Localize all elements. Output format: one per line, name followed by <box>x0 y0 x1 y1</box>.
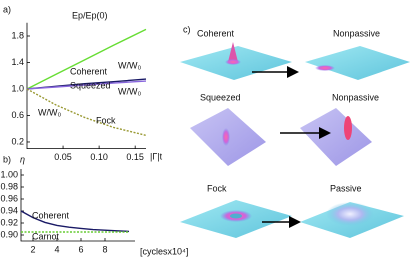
surface <box>300 108 372 166</box>
state-label: Nonpassive <box>333 28 380 38</box>
y-tick-label: 0.96 <box>0 193 18 203</box>
state-label: Passive <box>330 183 362 193</box>
x-tick-label: 6 <box>78 244 83 254</box>
series-label: Coherent <box>32 210 70 220</box>
panel-label: b) <box>3 154 11 164</box>
series-label: Fock <box>96 115 116 125</box>
y-tick-label: 0.6 <box>11 110 24 120</box>
y-tick-label: 1.00 <box>0 169 18 179</box>
axes <box>26 22 146 149</box>
peak-base <box>225 59 241 65</box>
panel-label: c) <box>183 24 191 34</box>
annotation: W/W₀ <box>118 86 141 96</box>
y-tick-label: 0.98 <box>0 181 18 191</box>
series-label: Squeezed <box>70 80 111 90</box>
y-tick-label: 1.8 <box>11 30 24 40</box>
axes <box>20 169 135 242</box>
x-tick-label: 8 <box>102 244 107 254</box>
peak <box>228 42 238 62</box>
x-tick-label: 0.10 <box>90 152 108 162</box>
y-tick-label: 0.92 <box>0 217 18 227</box>
state-label: Coherent <box>197 28 235 38</box>
ring-center <box>230 213 242 219</box>
series-label: Coherent <box>70 66 108 76</box>
panel-c-illustrations <box>180 42 410 238</box>
x-tick-label: 4 <box>54 244 59 254</box>
x-tick-label: 0.05 <box>54 152 72 162</box>
peak-base <box>315 65 335 71</box>
y-tick-label: 1.0 <box>11 83 24 93</box>
y-tick-label: 0.2 <box>11 136 24 146</box>
peak <box>344 116 352 140</box>
x-axis-label: |Γ|t <box>150 151 163 161</box>
y-axis-label: η <box>20 154 25 164</box>
series-line <box>26 88 147 137</box>
annotation: W/W₀ <box>38 107 61 117</box>
spread <box>326 202 374 226</box>
series-label: Ep/Ep(0) <box>72 10 108 20</box>
y-tick-label: 1.4 <box>11 57 24 67</box>
x-tick-label: 0.15 <box>126 152 144 162</box>
series-line <box>26 80 147 90</box>
state-label: Nonpassive <box>332 92 379 102</box>
panel-label: a) <box>3 4 11 14</box>
y-tick-label: 0.90 <box>0 229 18 239</box>
series-line <box>26 28 147 90</box>
series-line <box>20 210 130 233</box>
x-axis-label: [cyclesx10⁴] <box>140 246 188 256</box>
annotation: W/W₀ <box>118 60 141 70</box>
state-label: Fock <box>207 183 227 193</box>
state-label: Squeezed <box>200 92 241 102</box>
series-label: Carnot <box>32 231 60 241</box>
peak <box>222 128 230 146</box>
surface <box>305 46 410 80</box>
x-tick-label: 2 <box>30 244 35 254</box>
y-tick-label: 0.94 <box>0 205 18 215</box>
